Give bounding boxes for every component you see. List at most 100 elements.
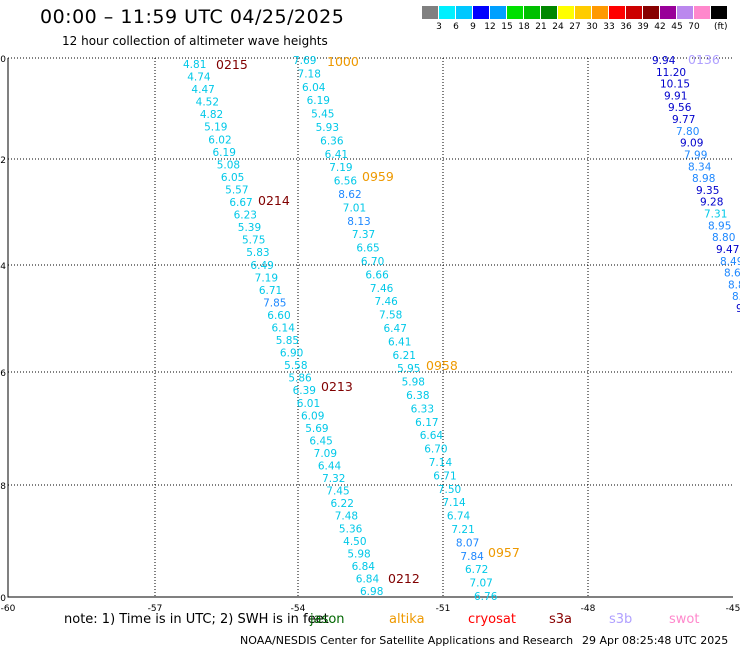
color-scale-label: 21 — [535, 22, 547, 32]
wave-height-value: 7.31 — [704, 209, 727, 221]
wave-height-value: 6.74 — [447, 511, 471, 523]
wave-height-value: 6.67 — [229, 197, 252, 209]
wave-height-value: 8.34 — [688, 161, 712, 173]
color-scale-swatch — [507, 6, 523, 19]
color-scale-label: 45 — [671, 22, 683, 32]
latitude-label: -50 — [0, 594, 6, 604]
track-time-label: 0212 — [388, 571, 420, 586]
wave-height-value: 6.71 — [259, 285, 282, 297]
wave-height-value: 6.21 — [393, 350, 416, 362]
wave-height-value: 6.41 — [388, 336, 411, 348]
wave-height-value: 6.19 — [213, 147, 236, 159]
wave-height-value: 10.15 — [660, 79, 690, 91]
wave-height-value: 6.41 — [325, 149, 348, 161]
wave-height-value: 6.90 — [280, 348, 303, 360]
wave-height-value: 6.38 — [406, 390, 429, 402]
wave-height-value: 6.98 — [360, 586, 383, 598]
wave-height-value: 8.8 — [728, 279, 740, 291]
wave-height-value: 6.23 — [234, 210, 257, 222]
wave-height-value: 6.64 — [420, 430, 444, 442]
wave-height-value: 6.84 — [356, 573, 380, 585]
color-scale-label: 12 — [484, 22, 496, 32]
wave-height-value: 9.28 — [700, 197, 723, 209]
longitude-label: -60 — [1, 604, 16, 614]
color-scale-label: 33 — [603, 22, 615, 32]
wave-height-value: 5.98 — [347, 548, 370, 560]
wave-height-value: 4.47 — [191, 84, 214, 96]
wave-height-value: 6.01 — [297, 398, 320, 410]
latitude-label: -46 — [0, 369, 6, 379]
wave-height-value: 6.19 — [307, 95, 330, 107]
track-time-label: 0213 — [321, 379, 353, 394]
longitude-label: -48 — [581, 604, 596, 614]
wave-height-value: 5.95 — [397, 363, 420, 375]
wave-height-value: 8.80 — [712, 232, 735, 244]
wave-height-value: 6.70 — [361, 256, 384, 268]
wave-height-value: 9.91 — [664, 90, 687, 102]
wave-height-value: 9.94 — [652, 55, 676, 67]
wave-height-value: 7.45 — [326, 486, 349, 498]
latitude-label: -48 — [0, 482, 6, 492]
color-scale-unit: (ft) — [714, 22, 728, 32]
wave-height-value: 6.72 — [465, 564, 488, 576]
color-scale-swatch — [439, 6, 455, 19]
latitude-label: -40 — [0, 55, 6, 65]
wave-height-value: 7.19 — [329, 162, 352, 174]
color-scale-swatch — [473, 6, 489, 19]
wave-height-value: 9.35 — [696, 185, 719, 197]
wave-height-value: 5.75 — [242, 235, 265, 247]
wave-height-value: 4.81 — [183, 59, 206, 71]
wave-height-value: 4.50 — [343, 536, 366, 548]
wave-height-value: 5.36 — [339, 523, 363, 535]
track-time-label: 0214 — [258, 193, 290, 208]
wave-height-value: 9.47 — [716, 244, 739, 256]
wave-height-value: 6.76 — [474, 591, 498, 603]
legend-altika: altika — [389, 612, 425, 627]
footer-agency: NOAA/NESDIS Center for Satellite Applica… — [240, 634, 574, 647]
wave-height-value: 5.39 — [238, 222, 261, 234]
wave-height-value: 9.56 — [668, 102, 692, 114]
wave-height-value: 8.07 — [456, 537, 479, 549]
wave-height-value: 7.09 — [314, 448, 337, 460]
wave-height-value: 6.45 — [309, 435, 332, 447]
wave-height-value: 8. — [732, 291, 740, 303]
wave-height-value: 7.85 — [263, 297, 286, 309]
wave-height-value: 5.57 — [225, 184, 248, 196]
track-time-label: 1000 — [327, 54, 359, 69]
color-scale-label: 70 — [688, 22, 700, 32]
color-scale-label: 9 — [470, 22, 476, 32]
legend-cryosat: cryosat — [468, 612, 516, 627]
wave-height-value: 6.65 — [356, 243, 379, 255]
map-note: note: 1) Time is in UTC; 2) SWH is in fe… — [64, 612, 329, 627]
wave-height-value: 5.85 — [276, 335, 299, 347]
wave-height-value: 9.09 — [680, 138, 703, 150]
color-scale-label: 42 — [654, 22, 666, 32]
wave-height-value: 6.04 — [302, 82, 326, 94]
track-time-label: 0959 — [362, 169, 394, 184]
wave-height-value: 7.32 — [322, 473, 345, 485]
wave-height-value: 7.01 — [343, 202, 366, 214]
wave-height-value: 5.93 — [316, 122, 339, 134]
color-scale-swatch — [626, 6, 642, 19]
color-scale-swatch — [643, 6, 659, 19]
wave-height-value: 4.52 — [196, 97, 219, 109]
track-time-label: 0958 — [426, 358, 458, 373]
wave-height-value: 7.46 — [374, 296, 398, 308]
wave-height-value: 6.05 — [221, 172, 244, 184]
wave-height-value: 11.20 — [656, 67, 686, 79]
wave-height-value: 7.99 — [684, 149, 707, 161]
wave-height-value: 7.80 — [676, 126, 699, 138]
wave-height-value: 7.58 — [379, 310, 402, 322]
wave-height-value: 8.95 — [708, 220, 731, 232]
color-scale-label: 6 — [453, 22, 459, 32]
wave-height-value: 6.02 — [208, 134, 231, 146]
wave-height-value: 6.09 — [301, 410, 324, 422]
color-scale-label: 3 — [436, 22, 442, 32]
map-subtitle: 12 hour collection of altimeter wave hei… — [62, 34, 328, 48]
wave-height-value: 6.17 — [415, 417, 438, 429]
color-scale-swatch — [575, 6, 591, 19]
map-frame — [7, 58, 733, 598]
wave-height-value: 4.74 — [187, 72, 211, 84]
color-scale-label: 39 — [637, 22, 649, 32]
